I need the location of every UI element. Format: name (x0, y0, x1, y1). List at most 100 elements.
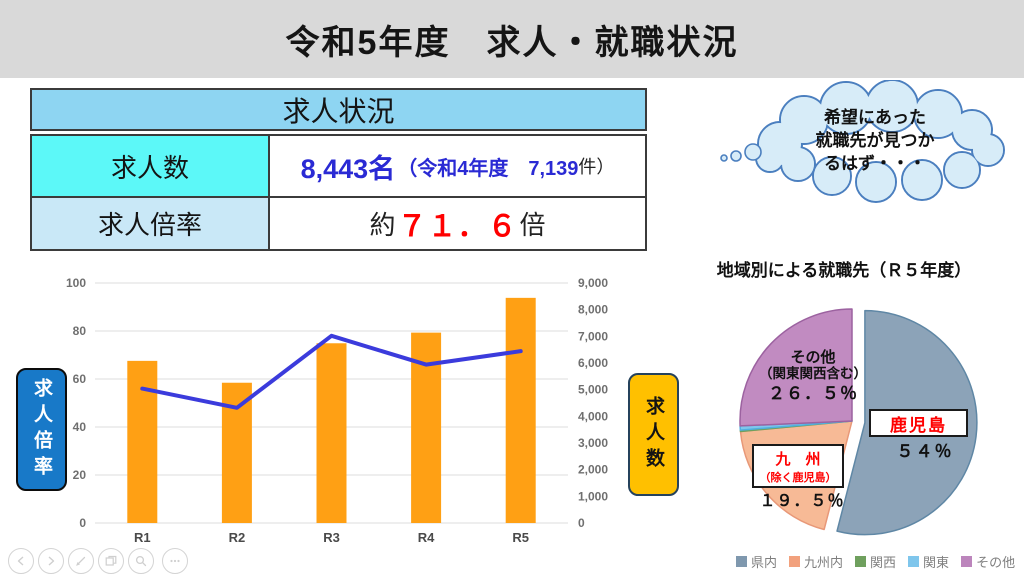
page-title: 令和5年度 求人・就職状況 (285, 23, 739, 62)
svg-text:2,000: 2,000 (578, 463, 608, 477)
kyushu-sublabel: （除く鹿児島） (759, 471, 837, 484)
cloud-fill (757, 81, 1003, 201)
legend-item-関西: 関西 (855, 552, 896, 571)
svg-text:60: 60 (73, 372, 87, 386)
sonota-label: その他 (790, 349, 836, 366)
bubble-line: 就職先が見つか (815, 131, 935, 150)
bar-R5 (505, 297, 536, 523)
thought-tail-circle (744, 143, 762, 161)
previous-slide-icon (17, 556, 24, 566)
row-label-kyujinsu: 求人数 (32, 136, 270, 196)
thought-bubble-cloud (720, 80, 1005, 203)
table-body: 求人数 8,443名 （令和4年度 7,139 件） 求人倍率 約 ７１．６ 倍 (30, 134, 647, 251)
pie-callout-kagoshima-box: 鹿児島 (869, 409, 968, 437)
svg-text:R3: R3 (323, 530, 340, 545)
legend-swatch (855, 556, 867, 567)
svg-text:R2: R2 (229, 530, 246, 545)
svg-text:R5: R5 (512, 530, 529, 545)
svg-text:R4: R4 (418, 530, 435, 545)
pen-icon (76, 556, 86, 566)
pen-button[interactable] (68, 548, 94, 574)
svg-text:0: 0 (578, 516, 585, 530)
zoom-icon (135, 555, 147, 567)
row-value-bairitsu: 約 ７１．６ 倍 (270, 198, 645, 249)
bairitsu-value: ７１．６ (397, 210, 518, 243)
row-value-kyujinsu: 8,443名 （令和4年度 7,139 件） (270, 136, 645, 196)
slideshow-toolbar (8, 548, 188, 574)
svg-text:3,000: 3,000 (578, 436, 608, 450)
table-header: 求人状況 (30, 88, 647, 131)
bubble-line: 希望にあった (824, 108, 926, 127)
pie-chart-svg (739, 308, 978, 536)
left-axis-ticks: 0 20 40 60 80 100 (66, 276, 86, 530)
svg-text:0: 0 (79, 516, 86, 530)
kyushu-label: 九 州 (775, 450, 821, 468)
legend-label: その他 (976, 555, 1016, 570)
svg-text:8,000: 8,000 (578, 303, 608, 317)
svg-text:20: 20 (73, 468, 87, 482)
legend-label: 九州内 (804, 555, 844, 570)
thought-tail-circle (730, 150, 742, 162)
zoom-button[interactable] (128, 548, 154, 574)
bar-series (127, 297, 536, 523)
legend-swatch (789, 556, 801, 567)
svg-text:9,000: 9,000 (578, 276, 608, 290)
title-banner: 令和5年度 求人・就職状況 (0, 0, 1024, 78)
svg-text:40: 40 (73, 420, 87, 434)
thought-tail-circle (720, 154, 728, 162)
category-labels: R1 R2 R3 R4 R5 (134, 530, 529, 545)
legend-label: 関東 (923, 555, 950, 570)
previous-slide-button[interactable] (8, 548, 34, 574)
table-row: 求人数 8,443名 （令和4年度 7,139 件） (32, 136, 645, 196)
right-axis-ticks: 0 1,000 2,000 3,000 4,000 5,000 6,000 7,000 8,00… (578, 276, 608, 530)
next-slide-button[interactable] (38, 548, 64, 574)
kagoshima-label: 鹿児島 (890, 415, 947, 435)
bar-R3 (316, 343, 347, 523)
next-slide-icon (48, 556, 55, 566)
line-series (140, 333, 523, 410)
combo-chart-svg: 0 20 40 60 80 100 0 1,000 2,000 3,000 4,000 5,000 6,… (66, 276, 608, 545)
pie-legend: 県内 九州内 関西 関東 その他 (736, 552, 1015, 571)
kyushu-percent: １９．５％ (759, 493, 845, 510)
kagoshima-percent: ５４％ (896, 442, 954, 461)
pie-callout-kyushu-box: 九 州 （除く鹿児島） (752, 444, 844, 488)
legend-item-県内: 県内 (736, 552, 777, 571)
see-all-slides-button[interactable] (98, 548, 124, 574)
recruit-status-table: 求人状況 求人数 8,443名 （令和4年度 7,139 件） 求人倍率 約 ７… (30, 88, 647, 251)
see-all-slides-icon (105, 555, 117, 566)
pie-callout-sonota: その他 （関東関西含む） ２６．５％ (747, 349, 879, 403)
pie-chart-title: 地域別による就職先（Ｒ５年度） (716, 261, 972, 280)
legend-label: 関西 (870, 555, 897, 570)
kyujinsu-previous-year: （令和4年度 7,139 (397, 157, 579, 180)
kyujinsu-unit: 件） (578, 157, 615, 177)
pie-slice-その他 (739, 308, 853, 427)
more-options-button[interactable] (162, 548, 188, 574)
svg-text:100: 100 (66, 276, 86, 290)
legend-swatch (908, 556, 920, 567)
legend-swatch (736, 556, 747, 567)
svg-text:1,000: 1,000 (578, 489, 608, 503)
kyujinsu-main-value: 8,443名 (300, 153, 396, 184)
svg-text:4,000: 4,000 (578, 409, 608, 423)
legend-swatch (961, 556, 973, 567)
legend-label: 県内 (751, 555, 778, 570)
right-axis-title-box: 求人数 (628, 373, 679, 496)
left-axis-title-box: 求人倍率 (16, 368, 67, 491)
svg-text:R1: R1 (134, 530, 151, 545)
row-label-bairitsu: 求人倍率 (32, 198, 270, 249)
bubble-line: るはず・・・ (824, 154, 926, 173)
bairitsu-unit: 倍 (519, 210, 546, 240)
more-options-icon (170, 559, 180, 563)
sonota-sublabel: （関東関西含む） (759, 366, 867, 382)
legend-item-九州内: 九州内 (789, 552, 843, 571)
bar-R1 (127, 360, 158, 523)
legend-item-その他: その他 (961, 552, 1015, 571)
sonota-percent: ２６．５％ (768, 383, 858, 403)
legend-item-関東: 関東 (908, 552, 949, 571)
svg-text:7,000: 7,000 (578, 329, 608, 343)
svg-text:6,000: 6,000 (578, 356, 608, 370)
svg-text:5,000: 5,000 (578, 383, 608, 397)
table-row: 求人倍率 約 ７１．６ 倍 (32, 196, 645, 249)
thought-bubble-text: 希望にあった 就職先が見つか るはず・・・ (760, 106, 990, 175)
bairitsu-prefix: 約 (369, 210, 396, 240)
